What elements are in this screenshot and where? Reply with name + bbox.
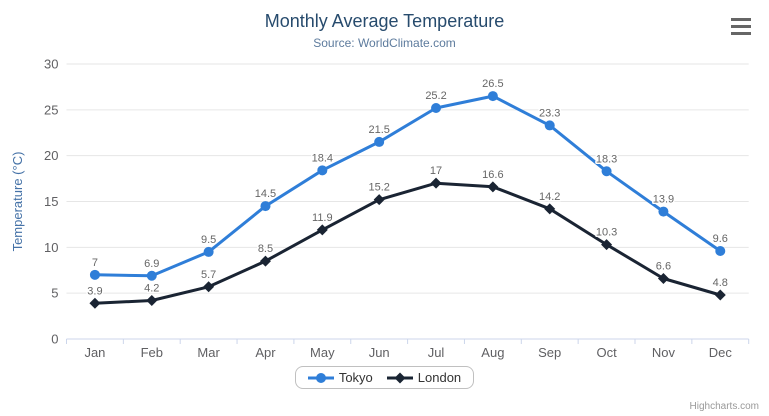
point-tokyo-oct[interactable] bbox=[601, 166, 612, 177]
x-axis-label: Dec bbox=[709, 345, 733, 360]
data-label: 8.5 bbox=[258, 243, 273, 255]
legend: Tokyo London bbox=[0, 366, 769, 389]
point-tokyo-jan[interactable] bbox=[89, 269, 100, 280]
x-axis-label: Apr bbox=[255, 345, 276, 360]
data-label: 5.7 bbox=[201, 269, 216, 281]
x-axis-label: Sep bbox=[538, 345, 561, 360]
data-label: 4.8 bbox=[713, 277, 728, 289]
data-label: 7 bbox=[92, 257, 98, 269]
x-axis-label: Jan bbox=[84, 345, 105, 360]
point-london-jan[interactable] bbox=[89, 297, 101, 309]
point-london-nov[interactable] bbox=[657, 273, 669, 284]
chart-subtitle: Source: WorldClimate.com bbox=[313, 36, 456, 50]
data-label: 16.6 bbox=[482, 169, 503, 181]
data-label: 25.2 bbox=[425, 90, 446, 102]
x-axis-label: Feb bbox=[141, 345, 163, 360]
x-axis-label: Oct bbox=[596, 345, 617, 360]
data-label: 21.5 bbox=[368, 124, 389, 136]
data-label: 17 bbox=[430, 165, 442, 177]
point-tokyo-jul[interactable] bbox=[431, 103, 442, 113]
context-menu-button[interactable] bbox=[731, 18, 751, 35]
point-london-apr[interactable] bbox=[259, 255, 271, 267]
y-axis-tick-label: 0 bbox=[51, 332, 58, 347]
data-label: 13.9 bbox=[653, 194, 674, 206]
x-axis-label: Nov bbox=[652, 345, 676, 360]
point-london-jun[interactable] bbox=[373, 194, 385, 206]
y-axis-tick-label: 15 bbox=[44, 194, 58, 209]
data-label: 6.6 bbox=[656, 261, 671, 273]
y-axis-tick-label: 10 bbox=[44, 240, 58, 255]
data-label: 26.5 bbox=[482, 78, 503, 90]
y-axis-title: Temperature (°C) bbox=[10, 152, 25, 252]
data-label: 3.9 bbox=[87, 285, 102, 297]
legend-item-tokyo[interactable]: Tokyo bbox=[307, 370, 373, 385]
hamburger-menu-icon bbox=[731, 18, 751, 21]
data-label: 18.3 bbox=[596, 153, 617, 165]
data-label: 9.6 bbox=[713, 233, 728, 245]
point-tokyo-sep[interactable] bbox=[544, 120, 555, 131]
point-tokyo-feb[interactable] bbox=[146, 270, 157, 281]
x-axis-label: Jun bbox=[369, 345, 390, 360]
data-label: 23.3 bbox=[539, 107, 560, 119]
series-line-tokyo[interactable] bbox=[93, 94, 722, 278]
data-label: 11.9 bbox=[312, 212, 333, 224]
credits-link[interactable]: Highcharts.com bbox=[689, 401, 759, 412]
y-axis-tick-label: 30 bbox=[44, 57, 58, 72]
point-tokyo-aug[interactable] bbox=[487, 91, 498, 102]
data-label: 14.2 bbox=[539, 191, 560, 203]
legend-box: Tokyo London bbox=[294, 366, 475, 389]
x-axis-label: Jul bbox=[428, 345, 445, 360]
point-london-jul[interactable] bbox=[430, 177, 442, 189]
y-axis-tick-label: 5 bbox=[51, 286, 58, 301]
legend-marker-diamond-icon bbox=[386, 372, 413, 383]
legend-label: London bbox=[417, 370, 462, 385]
legend-label: Tokyo bbox=[338, 370, 373, 385]
point-tokyo-dec[interactable] bbox=[715, 246, 726, 256]
point-tokyo-may[interactable] bbox=[317, 165, 328, 176]
point-london-sep[interactable] bbox=[544, 203, 556, 215]
data-label: 4.2 bbox=[144, 283, 159, 295]
data-label: 18.4 bbox=[312, 152, 333, 164]
series-line-london[interactable] bbox=[93, 181, 722, 305]
point-london-aug[interactable] bbox=[487, 181, 499, 193]
y-axis-tick-label: 25 bbox=[44, 102, 58, 117]
point-london-may[interactable] bbox=[316, 224, 328, 236]
point-tokyo-nov[interactable] bbox=[658, 206, 669, 217]
point-london-mar[interactable] bbox=[203, 281, 215, 293]
data-label: 10.3 bbox=[596, 227, 617, 239]
data-label: 9.5 bbox=[201, 234, 216, 246]
legend-item-london[interactable]: London bbox=[386, 370, 462, 385]
x-axis-label: Aug bbox=[481, 345, 504, 360]
x-axis-label: Mar bbox=[197, 345, 220, 360]
chart-title: Monthly Average Temperature bbox=[264, 11, 505, 31]
data-label: 6.9 bbox=[144, 258, 159, 270]
point-london-feb[interactable] bbox=[146, 295, 158, 306]
point-tokyo-jun[interactable] bbox=[374, 136, 385, 147]
point-tokyo-mar[interactable] bbox=[203, 246, 214, 257]
y-axis-tick-label: 20 bbox=[44, 148, 58, 163]
data-label: 14.5 bbox=[255, 188, 276, 200]
legend-marker-circle-icon bbox=[307, 372, 334, 383]
x-axis-label: May bbox=[310, 345, 335, 360]
point-tokyo-apr[interactable] bbox=[260, 201, 271, 212]
data-label: 15.2 bbox=[368, 182, 389, 194]
point-london-dec[interactable] bbox=[714, 289, 726, 301]
point-london-oct[interactable] bbox=[601, 239, 613, 251]
